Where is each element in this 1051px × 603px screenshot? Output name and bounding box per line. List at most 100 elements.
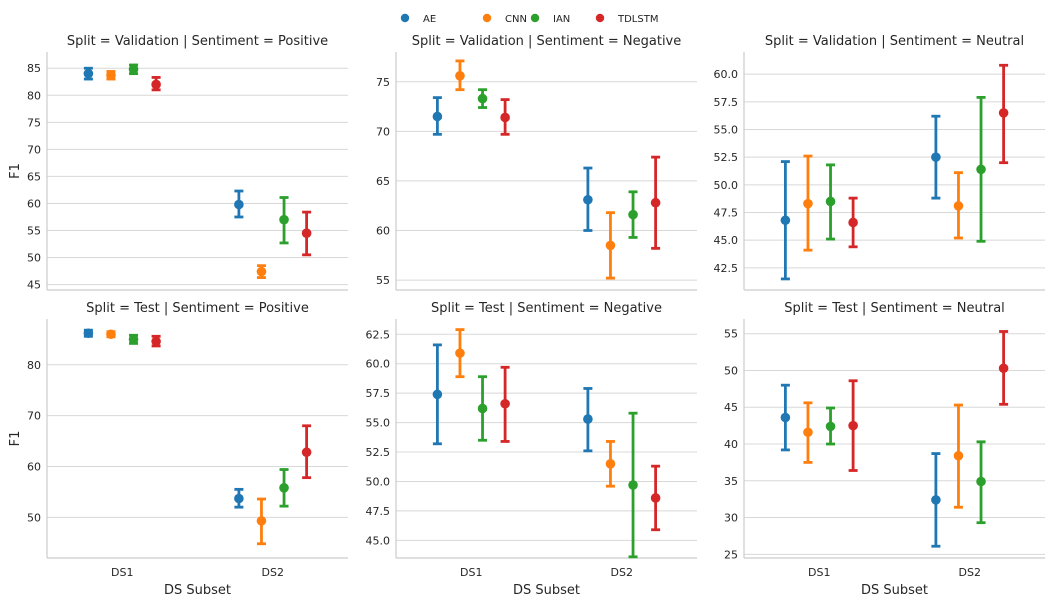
y-tick-label: 45.0 — [714, 234, 739, 247]
y-tick-label: 60.0 — [714, 68, 739, 81]
data-point — [998, 108, 1009, 118]
series-cnn — [455, 328, 616, 488]
data-point — [151, 336, 161, 347]
y-tick-label: 45 — [724, 401, 738, 414]
y-tick-label: 45.0 — [366, 534, 391, 547]
facet-panel: 50 60 70 80 Split = Test | Sentiment = Posit… — [8, 301, 348, 598]
data-point — [931, 495, 941, 505]
series-ae — [432, 343, 593, 453]
data-point — [279, 214, 289, 225]
data-point — [256, 516, 267, 526]
y-tick-label: 55.0 — [366, 417, 391, 430]
series-tdlstm — [848, 330, 1009, 472]
y-tick-label: 60.0 — [366, 358, 391, 371]
x-tick-label: DS2 — [959, 566, 981, 579]
panels: 45 50 55 60 65 70 75 80 85 Split = Validation | S… — [8, 34, 1045, 598]
panel-title: Split = Validation | Sentiment = Neutral — [765, 34, 1024, 49]
y-tick-label: 75 — [376, 76, 390, 89]
facet-panel: 45 50 55 60 65 70 75 80 85 Split = Validation | S… — [8, 34, 348, 292]
data-point — [803, 198, 813, 209]
legend-label: CNN — [505, 14, 527, 25]
panel-title: Split = Test | Sentiment = Neutral — [784, 301, 1005, 316]
y-tick-label: 60 — [27, 197, 41, 210]
y-tick-label: 55 — [376, 274, 390, 287]
legend-marker — [530, 13, 540, 23]
data-point — [477, 403, 488, 414]
y-tick-label: 40 — [724, 438, 738, 451]
series-ae — [432, 96, 593, 232]
facet-panel: 25 30 35 40 45 50 55 Split = Test | Sentiment =… — [724, 301, 1045, 598]
y-tick-label: 75 — [27, 116, 41, 129]
data-point — [234, 493, 244, 504]
y-tick-label: 50 — [724, 364, 738, 377]
y-axis-label: F1 — [8, 431, 23, 447]
series-ian — [128, 333, 289, 508]
y-tick-label: 50.0 — [714, 179, 739, 192]
data-point — [500, 112, 510, 123]
legend-marker — [595, 13, 605, 23]
y-tick-label: 80 — [27, 359, 41, 372]
legend-item-ae: AE — [400, 13, 436, 25]
data-point — [256, 266, 267, 277]
y-tick-label: 80 — [27, 89, 41, 102]
y-tick-label: 85 — [27, 62, 41, 75]
facet-panel: 55 60 65 70 75 Split = Validation | Sentiment… — [376, 34, 697, 291]
y-tick-label: 65 — [376, 175, 390, 188]
y-tick-label: 35 — [724, 475, 738, 488]
data-point — [628, 480, 638, 490]
data-point — [848, 420, 858, 431]
data-point — [301, 447, 312, 458]
data-point — [780, 412, 791, 423]
y-tick-label: 55.0 — [714, 123, 739, 136]
data-point — [803, 427, 813, 438]
legend-item-cnn: CNN — [482, 13, 527, 25]
data-point — [628, 209, 638, 220]
data-point — [976, 476, 986, 487]
series-cnn — [106, 70, 267, 279]
data-point — [151, 79, 161, 90]
series-tdlstm — [151, 334, 312, 480]
series-ian — [825, 95, 986, 243]
y-tick-label: 55 — [724, 328, 738, 341]
series-cnn — [803, 401, 964, 509]
data-point — [583, 194, 593, 205]
y-tick-label: 70 — [27, 410, 41, 423]
x-tick-label: DS2 — [262, 566, 284, 579]
series-ian — [825, 406, 986, 525]
data-point — [477, 93, 488, 104]
legend-label: TDLSTM — [617, 14, 658, 25]
data-point — [106, 329, 116, 340]
legend-item-tdlstm: TDLSTM — [595, 13, 658, 25]
y-tick-label: 70 — [27, 143, 41, 156]
data-point — [976, 164, 986, 175]
data-point — [605, 240, 616, 251]
y-axis-label: F1 — [8, 163, 23, 179]
series-ian — [477, 88, 638, 239]
data-point — [128, 64, 139, 75]
y-tick-label: 30 — [724, 512, 738, 525]
data-point — [650, 493, 661, 503]
x-tick-label: DS1 — [111, 566, 133, 579]
data-point — [106, 70, 116, 81]
data-point — [825, 196, 836, 207]
data-point — [279, 483, 289, 493]
y-tick-label: 60 — [376, 225, 390, 238]
data-point — [583, 414, 593, 424]
y-tick-label: 50 — [27, 511, 41, 524]
legend-marker — [482, 13, 492, 23]
y-tick-label: 52.5 — [366, 446, 391, 459]
series-ae — [83, 328, 244, 509]
y-tick-label: 65 — [27, 170, 41, 183]
data-point — [931, 152, 941, 162]
data-point — [953, 450, 964, 461]
data-point — [825, 421, 836, 432]
y-tick-label: 62.5 — [366, 328, 391, 341]
y-tick-label: 57.5 — [714, 96, 739, 109]
x-tick-label: DS1 — [808, 566, 830, 579]
series-tdlstm — [151, 76, 312, 257]
y-tick-label: 47.5 — [714, 207, 739, 220]
series-tdlstm — [500, 98, 661, 250]
series-ian — [477, 375, 638, 559]
facet-panel: 45.0 47.5 50.0 52.5 55.0 57.5 60.0 62.5 Split = … — [366, 301, 697, 598]
